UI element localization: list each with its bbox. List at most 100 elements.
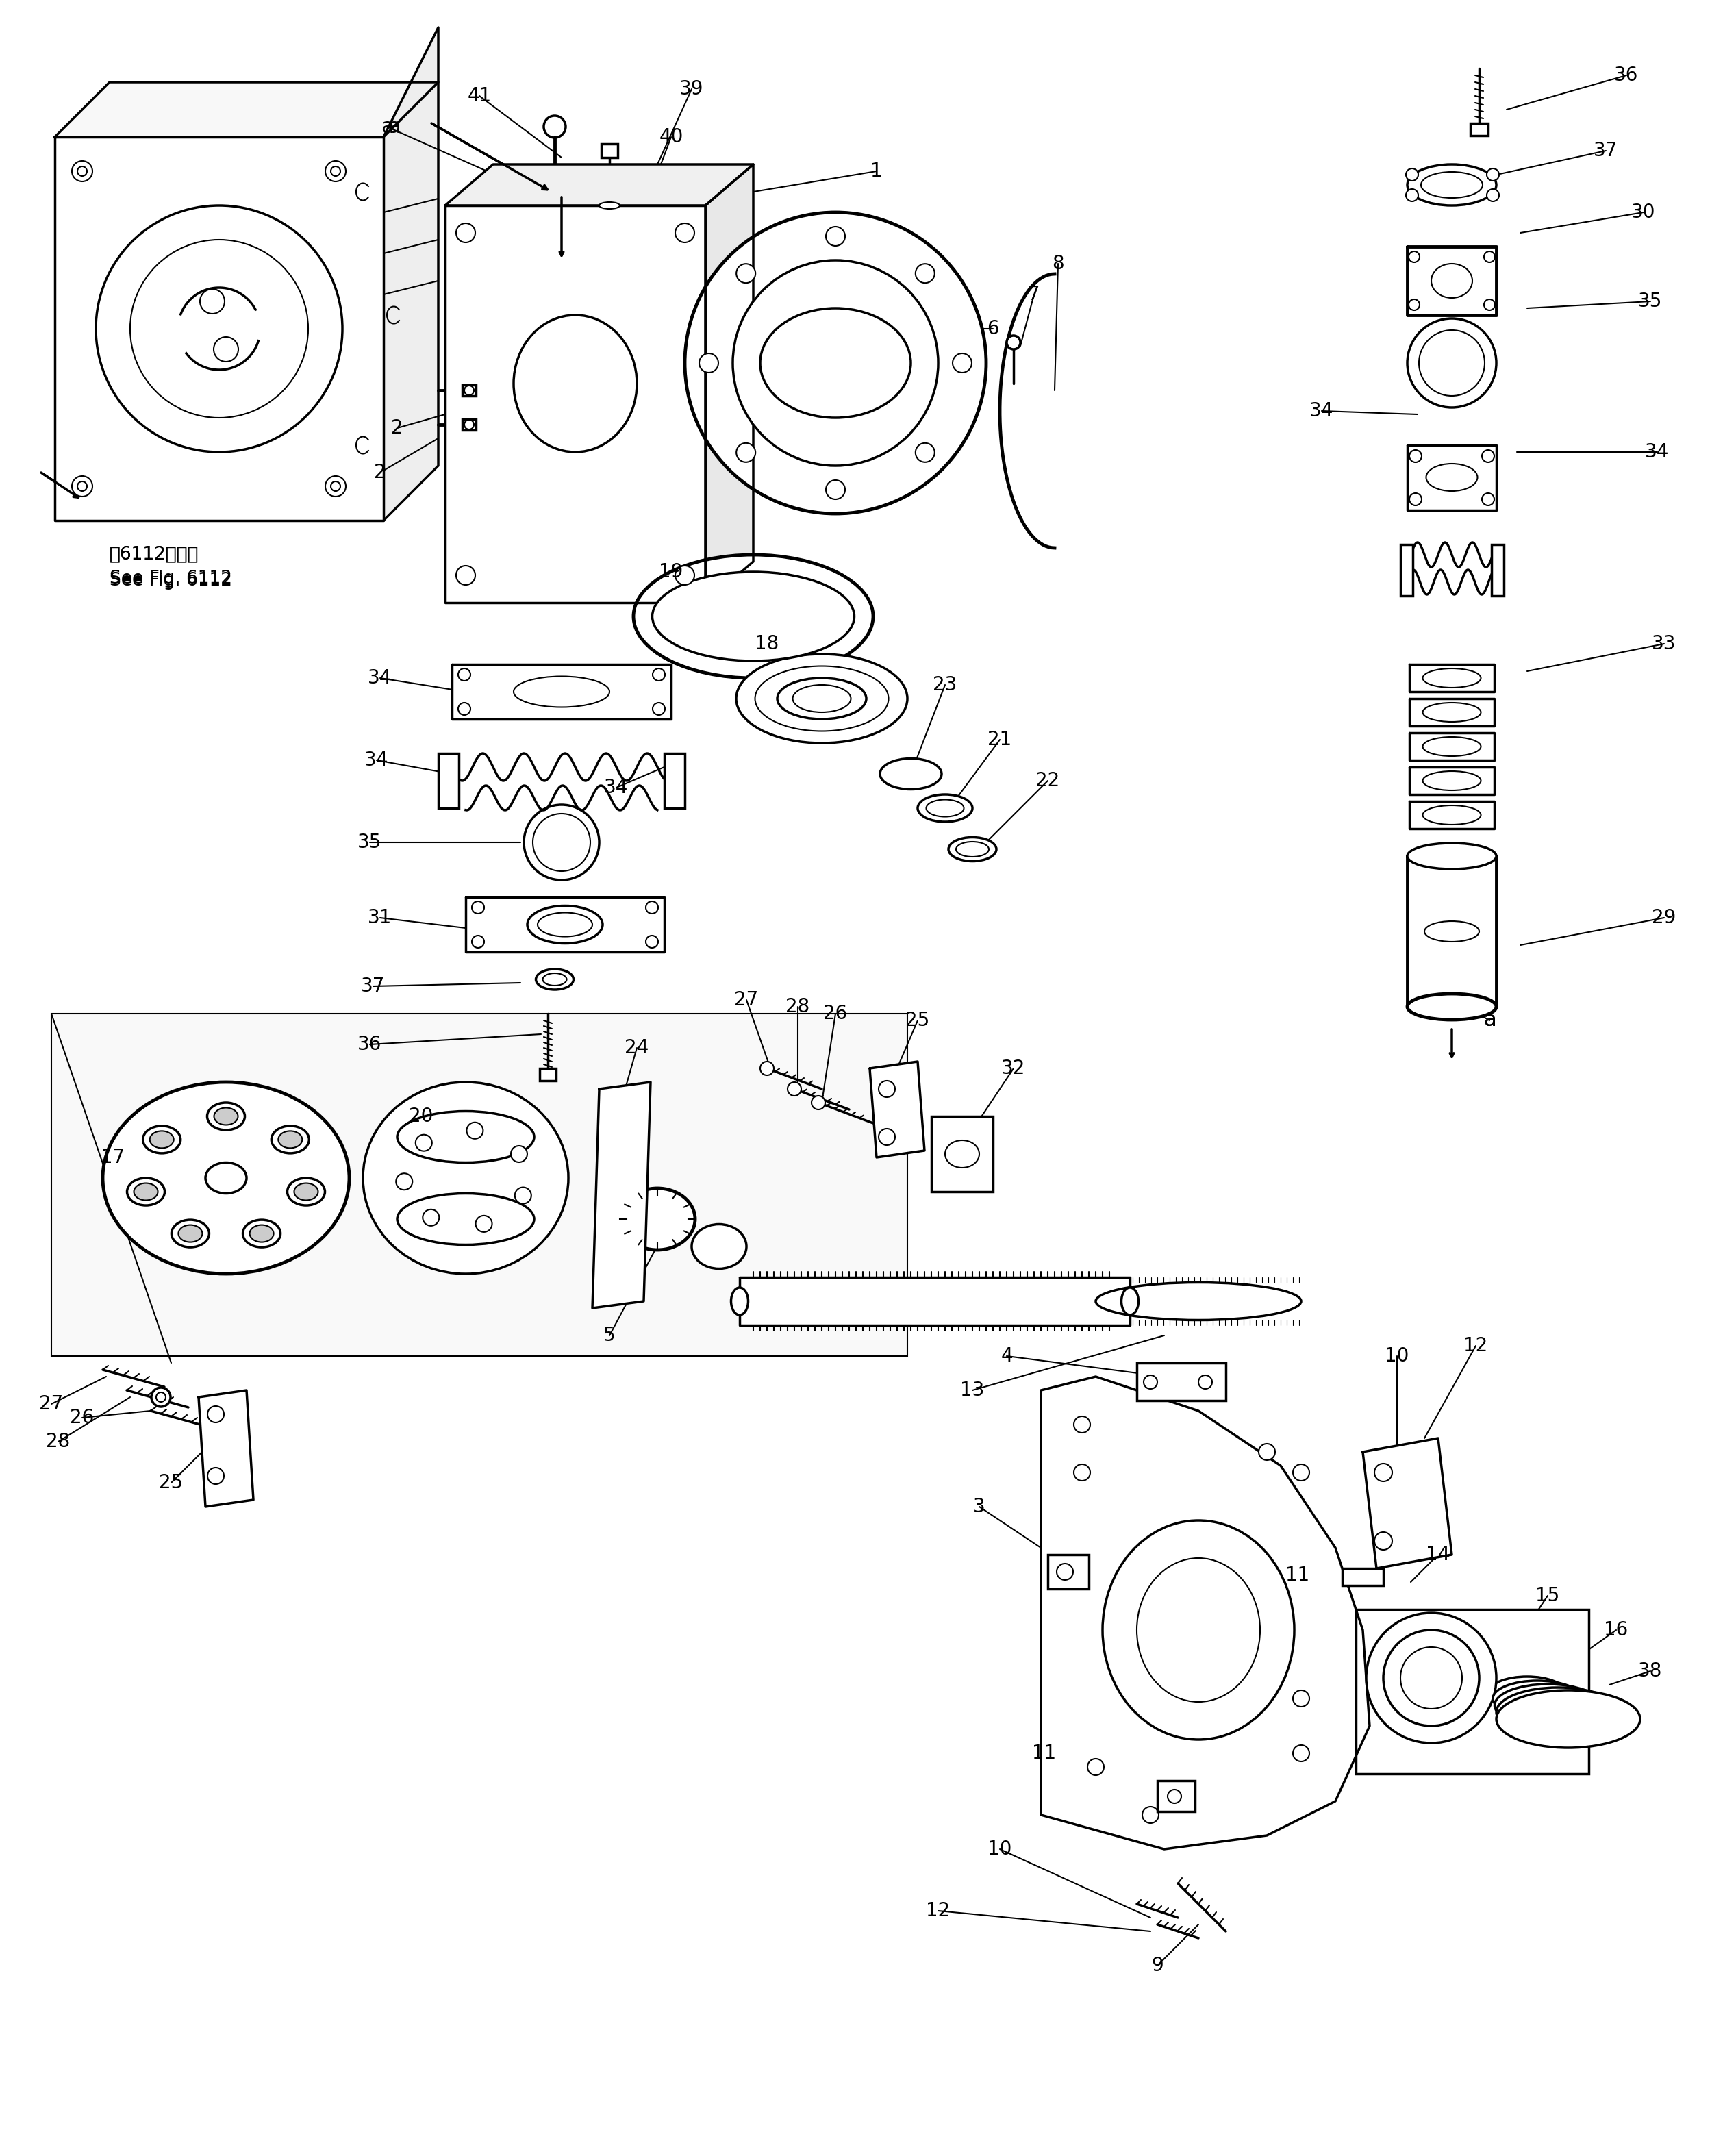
Circle shape [332,166,340,177]
Circle shape [78,482,87,490]
Text: 36: 36 [1614,66,1639,85]
Ellipse shape [514,676,609,708]
Text: 31: 31 [368,908,392,927]
Circle shape [1486,190,1500,200]
Ellipse shape [142,1126,181,1153]
Circle shape [1375,1533,1392,1550]
Text: 14: 14 [1425,1546,1450,1565]
Ellipse shape [1121,1288,1139,1315]
Circle shape [458,669,470,680]
Text: 35: 35 [358,834,382,853]
Ellipse shape [634,554,873,678]
FancyBboxPatch shape [1491,544,1503,595]
Ellipse shape [205,1162,247,1194]
Ellipse shape [927,800,963,817]
Circle shape [95,205,342,452]
Ellipse shape [1408,164,1496,205]
Circle shape [1259,1443,1276,1460]
Circle shape [464,386,474,394]
Circle shape [878,1081,896,1098]
Text: 2: 2 [391,418,403,437]
Circle shape [1087,1759,1104,1776]
Ellipse shape [293,1183,318,1200]
FancyBboxPatch shape [1470,124,1488,136]
Circle shape [1293,1465,1309,1482]
Circle shape [736,264,755,284]
Ellipse shape [134,1183,158,1200]
Text: 38: 38 [1639,1661,1663,1680]
Text: 36: 36 [358,1034,382,1053]
FancyBboxPatch shape [665,753,684,808]
Ellipse shape [1495,1684,1601,1727]
Polygon shape [1363,1439,1451,1569]
Circle shape [675,565,694,584]
Circle shape [214,337,238,362]
FancyBboxPatch shape [1342,1569,1384,1586]
Circle shape [78,166,87,177]
FancyBboxPatch shape [1137,1362,1226,1401]
Polygon shape [1410,733,1495,761]
FancyBboxPatch shape [1158,1780,1194,1812]
Ellipse shape [528,906,602,942]
Circle shape [1484,298,1495,311]
Ellipse shape [1493,1680,1581,1716]
Circle shape [953,354,972,373]
Circle shape [208,1405,224,1422]
Ellipse shape [172,1220,208,1247]
Circle shape [1168,1789,1180,1804]
Ellipse shape [1425,463,1477,490]
Ellipse shape [944,1141,979,1168]
Text: 21: 21 [988,729,1012,748]
Circle shape [1144,1375,1158,1388]
Polygon shape [1408,446,1496,510]
Text: 35: 35 [1639,292,1663,311]
Polygon shape [198,1390,253,1507]
Text: 34: 34 [1309,401,1333,420]
Ellipse shape [1408,994,1496,1019]
Ellipse shape [514,316,637,452]
Circle shape [1142,1806,1158,1823]
Ellipse shape [398,1111,535,1162]
Ellipse shape [538,912,592,936]
Text: 5: 5 [604,1326,616,1345]
Text: 13: 13 [960,1382,984,1401]
Text: a: a [380,117,394,136]
Polygon shape [1410,768,1495,795]
Circle shape [1075,1465,1090,1482]
Polygon shape [1410,699,1495,727]
Text: a: a [387,117,401,136]
Circle shape [653,704,665,714]
Ellipse shape [243,1220,281,1247]
Ellipse shape [880,759,941,789]
Text: 40: 40 [660,128,684,147]
Circle shape [1408,252,1420,262]
Text: 11: 11 [1286,1565,1309,1584]
Ellipse shape [398,1194,535,1245]
Circle shape [684,213,986,514]
Circle shape [1057,1563,1073,1580]
Ellipse shape [957,842,990,857]
Circle shape [826,480,845,499]
Circle shape [736,443,755,463]
Ellipse shape [1430,264,1472,298]
Circle shape [1366,1614,1496,1744]
Ellipse shape [1137,1558,1260,1701]
Text: See Fig. 6112: See Fig. 6112 [109,569,233,588]
Circle shape [826,226,845,245]
Ellipse shape [1424,669,1481,689]
Ellipse shape [778,678,866,718]
Text: 24: 24 [625,1038,649,1057]
Circle shape [1406,190,1418,200]
Ellipse shape [363,1083,568,1273]
Circle shape [151,1388,170,1407]
Circle shape [733,260,937,465]
Circle shape [1198,1375,1212,1388]
Text: 10: 10 [988,1840,1012,1859]
Circle shape [700,354,719,373]
Circle shape [464,420,474,429]
Circle shape [1375,1463,1392,1482]
Text: 15: 15 [1536,1586,1559,1605]
Text: 34: 34 [368,669,392,689]
Circle shape [325,475,345,497]
Ellipse shape [1102,1520,1295,1740]
